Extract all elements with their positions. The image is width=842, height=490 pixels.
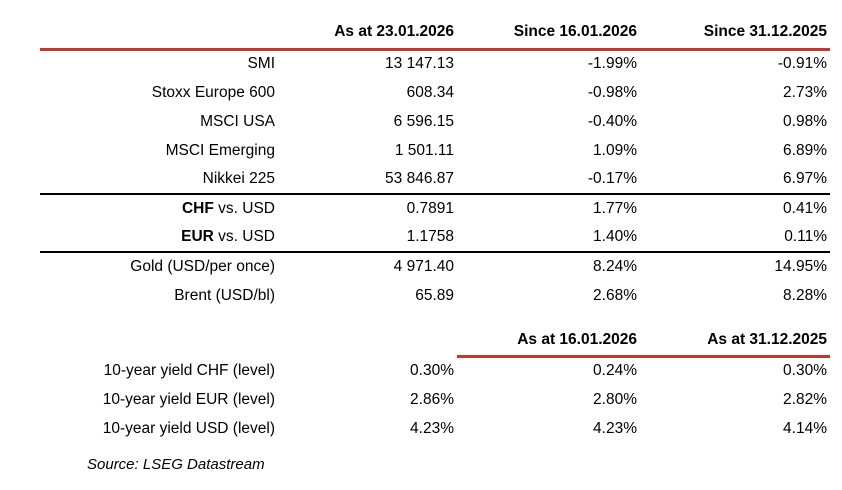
level-value: 608.34: [406, 83, 454, 101]
since-week-value: 1.77%: [593, 200, 637, 217]
column-header-since-31-12-2025: Since 31.12.2025: [640, 16, 830, 51]
level-value: 65.89: [415, 286, 454, 304]
market-summary-table: As at 23.01.2026 Since 16.01.2026 Since …: [40, 16, 830, 485]
since-ytd-value: 6.89%: [783, 141, 827, 159]
currency-code: CHF: [181, 200, 214, 217]
table-row-msci-emerging: MSCI Emerging 1 501.11 1.09% 6.89%: [40, 136, 830, 165]
since-week-value: 2.68%: [593, 286, 637, 304]
week-ago-yield-value: 2.80%: [593, 390, 637, 408]
since-week-value: -0.98%: [587, 83, 637, 101]
header-empty-cell: [40, 326, 278, 356]
since-ytd-value: 0.11%: [640, 223, 830, 253]
level-value: 1.1758: [278, 223, 457, 253]
row-label: CHF vs. USD: [40, 194, 278, 223]
table-row-gold: Gold (USD/per once) 4 971.40 8.24% 14.95…: [40, 252, 830, 281]
spacer-row: [40, 310, 830, 326]
since-ytd-value: 0.98%: [783, 112, 827, 130]
current-yield-value: 4.23%: [410, 419, 454, 437]
column-header-as-at-23-01-2026: As at 23.01.2026: [278, 16, 457, 51]
yield-table-header-row: As at 16.01.2026 As at 31.12.2025: [40, 326, 830, 358]
header-empty-cell: [40, 16, 278, 51]
table-row-yield-chf: 10-year yield CHF (level) 0.30% 0.24% 0.…: [40, 356, 830, 385]
since-ytd-value: 2.73%: [783, 83, 827, 101]
table-row-yield-usd: 10-year yield USD (level) 4.23% 4.23% 4.…: [40, 414, 830, 443]
table-row-eur-usd: EUR vs. USD 1.1758 1.40% 0.11%: [40, 223, 830, 253]
since-week-value: 8.24%: [593, 258, 637, 275]
row-label: EUR vs. USD: [40, 223, 278, 253]
row-label: MSCI Emerging: [165, 141, 275, 159]
column-header-as-at-16-01-2026: As at 16.01.2026: [457, 326, 640, 358]
row-label: Stoxx Europe 600: [151, 83, 275, 101]
column-header-as-at-31-12-2025: As at 31.12.2025: [640, 326, 830, 358]
row-label: 10-year yield EUR (level): [102, 390, 275, 408]
since-week-value: -0.40%: [587, 112, 637, 130]
since-ytd-value: 6.97%: [640, 165, 830, 195]
current-yield-value: 0.30%: [410, 361, 454, 379]
row-label: 10-year yield USD (level): [102, 419, 275, 437]
level-value: 6 596.15: [393, 112, 454, 130]
since-week-value: -0.17%: [457, 165, 640, 195]
source-note: Source: LSEG Datastream: [87, 455, 265, 473]
currency-label-rest: vs. USD: [213, 228, 275, 245]
table-row-msci-usa: MSCI USA 6 596.15 -0.40% 0.98%: [40, 107, 830, 136]
table-row-nikkei-225: Nikkei 225 53 846.87 -0.17% 6.97%: [40, 165, 830, 195]
current-yield-value: 2.86%: [410, 390, 454, 408]
level-value: 1 501.11: [394, 141, 454, 159]
since-ytd-value: 8.28%: [783, 286, 827, 304]
row-label: Nikkei 225: [40, 165, 278, 195]
since-ytd-value: 0.41%: [783, 200, 827, 217]
table-row-chf-usd: CHF vs. USD 0.7891 1.77% 0.41%: [40, 194, 830, 223]
level-value: 53 846.87: [278, 165, 457, 195]
level-value: 4 971.40: [393, 258, 454, 275]
row-label: MSCI USA: [200, 112, 275, 130]
since-ytd-value: -0.91%: [777, 55, 827, 73]
table-row-yield-eur: 10-year yield EUR (level) 2.86% 2.80% 2.…: [40, 385, 830, 414]
year-start-yield-value: 4.14%: [783, 419, 827, 437]
market-table-header-row: As at 23.01.2026 Since 16.01.2026 Since …: [40, 16, 830, 51]
since-week-value: 1.09%: [593, 141, 637, 159]
week-ago-yield-value: 0.24%: [593, 362, 637, 380]
header-empty-cell: [278, 326, 457, 356]
since-ytd-value: 14.95%: [774, 258, 827, 275]
row-label: 10-year yield CHF (level): [103, 361, 275, 379]
currency-code: EUR: [181, 228, 214, 245]
column-header-since-16-01-2026: Since 16.01.2026: [457, 16, 640, 51]
table-row-stoxx-europe-600: Stoxx Europe 600 608.34 -0.98% 2.73%: [40, 78, 830, 107]
table-row-brent: Brent (USD/bl) 65.89 2.68% 8.28%: [40, 281, 830, 310]
row-label: Gold (USD/per once): [130, 258, 275, 275]
row-label: SMI: [247, 55, 275, 73]
year-start-yield-value: 2.82%: [783, 390, 827, 408]
table-row-smi: SMI 13 147.13 -1.99% -0.91%: [40, 49, 830, 78]
since-week-value: 1.40%: [457, 223, 640, 253]
year-start-yield-value: 0.30%: [783, 362, 827, 380]
currency-label-rest: vs. USD: [213, 200, 275, 217]
week-ago-yield-value: 4.23%: [593, 419, 637, 437]
source-row: Source: LSEG Datastream: [40, 443, 830, 485]
level-value: 13 147.13: [385, 55, 454, 73]
row-label: Brent (USD/bl): [174, 286, 275, 304]
since-week-value: -1.99%: [587, 55, 637, 73]
level-value: 0.7891: [406, 200, 454, 217]
